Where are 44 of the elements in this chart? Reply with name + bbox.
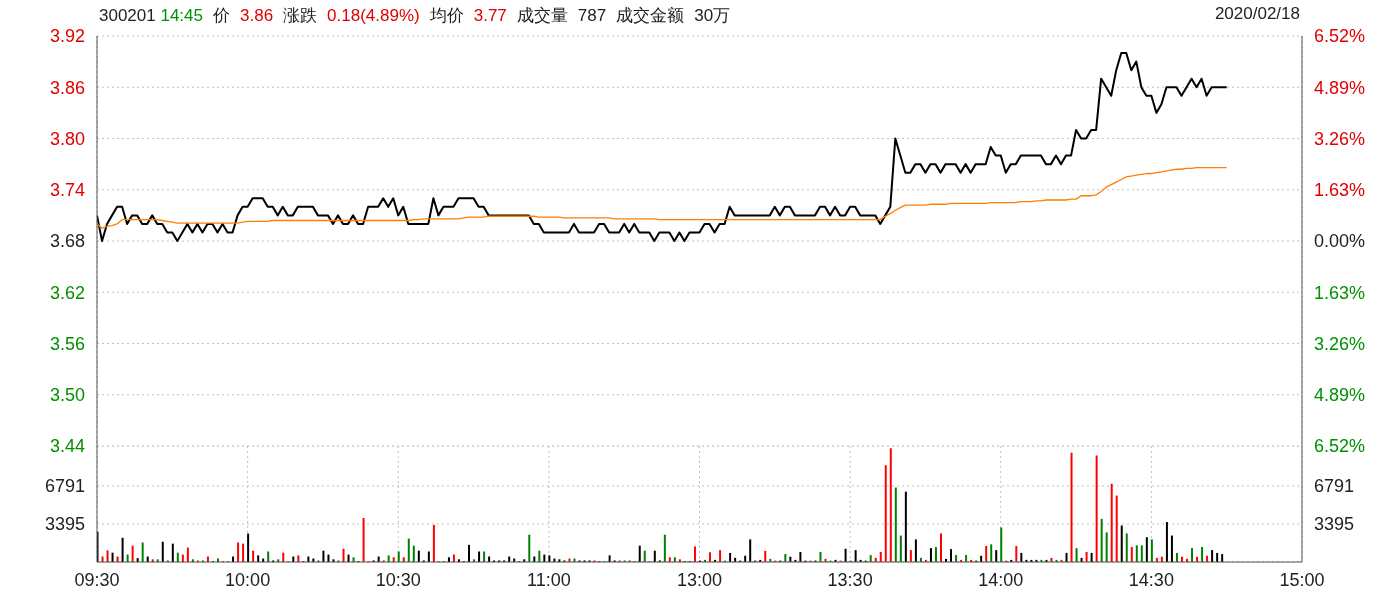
y2-tick-label: 0.00% [1314,231,1366,252]
text: 2020/02/18 [1214,4,1300,24]
x-tick-label: 14:00 [978,570,1024,590]
y2-tick-label: 4.89% [1314,77,1366,98]
y2-tick-label: 6.52% [1314,26,1366,47]
x-tick-label: 10:30 [375,570,421,590]
y-tick-label: 3.68 [49,231,85,252]
x-tick-label: 10:00 [225,570,271,590]
y2-tick-label: 4.89% [1314,385,1366,406]
y2-tick-label: 6791 [1314,476,1355,497]
text: 均价 [429,6,464,25]
text: 0.18(4.89%) [327,6,420,25]
text: 3.77 [473,6,507,25]
y-tick-label: 3.62 [49,282,85,303]
y-tick-label: 3.44 [49,436,85,457]
y-tick-label: 3.86 [49,77,85,98]
y-tick-label: 3.92 [49,26,85,47]
x-tick-label: 13:30 [827,570,873,590]
x-tick-label: 13:00 [676,570,723,590]
y-tick-label: 3.50 [49,385,85,406]
text: 成交量 [516,6,568,25]
y2-tick-label: 1.63% [1314,282,1366,303]
text: 涨跌 [283,6,318,25]
text: 成交金额 [616,6,685,25]
y2-tick-label: 3395 [1314,514,1355,535]
y2-tick-label: 3.26% [1314,333,1366,354]
y-tick-label: 3.56 [49,333,85,354]
y-tick-label: 3.80 [49,128,85,149]
x-tick-label: 15:00 [1279,570,1325,590]
text: 300201 [99,6,157,25]
y-tick-label: 3.74 [49,180,85,201]
y-tick-label: 6791 [44,476,85,497]
y2-tick-label: 1.63% [1314,180,1366,201]
text: 14:45 [160,6,203,25]
y2-tick-label: 3.26% [1314,128,1366,149]
x-tick-label: 09:30 [74,570,120,590]
text: 787 [577,6,607,25]
x-tick-label: 11:00 [527,570,571,590]
y2-tick-label: 6.52% [1314,436,1366,457]
text: 30万 [694,6,731,25]
text: 价 [213,6,230,25]
x-tick-label: 14:30 [1128,570,1174,590]
y-tick-label: 3395 [44,514,85,535]
text: 3.86 [240,6,274,25]
